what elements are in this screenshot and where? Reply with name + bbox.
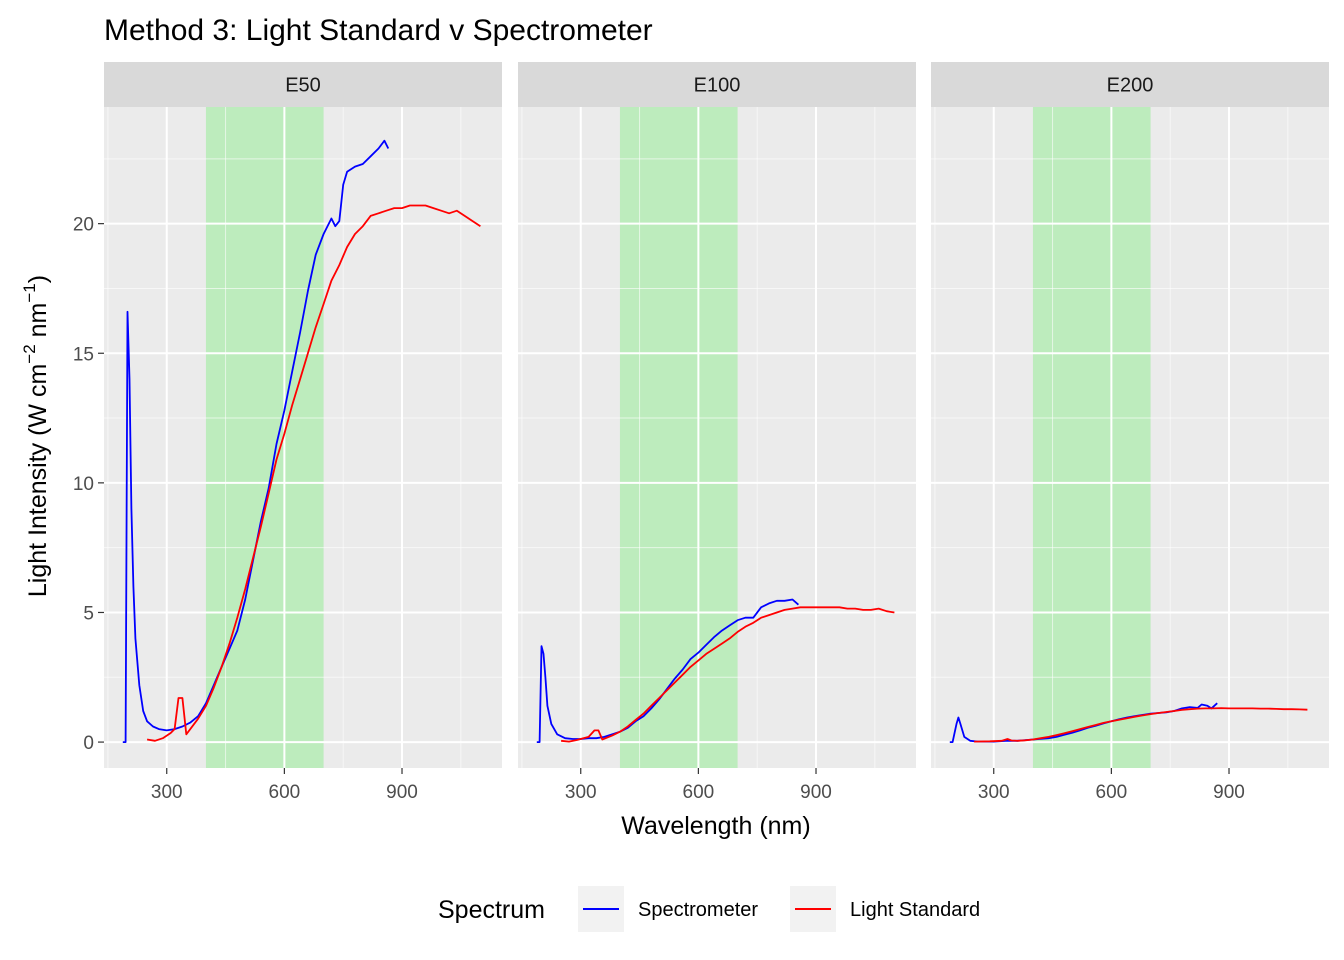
chart-title: Method 3: Light Standard v Spectrometer (104, 14, 653, 47)
facet-strip-label: E200 (1107, 75, 1154, 97)
legend-label-spectrometer: Spectrometer (638, 899, 758, 921)
facet-strip-label: E100 (694, 75, 741, 97)
y-tick-label: 15 (73, 344, 94, 365)
legend: Spectrum Spectrometer Light Standard (438, 886, 980, 932)
facet-strip (931, 62, 1329, 107)
panel-e50: E50 300 600 900 (104, 62, 502, 803)
series-line-light-standard (146, 204, 481, 742)
x-tick-label: 600 (1096, 782, 1128, 803)
x-tick-label: 300 (151, 782, 183, 803)
highlight-band (619, 107, 738, 768)
highlight-band (205, 107, 324, 768)
panel-e200: E200 300 600 900 (931, 62, 1329, 803)
facet-strip-label: E50 (285, 75, 321, 97)
y-axis: 0 5 10 15 20 (73, 215, 104, 754)
panel-e100: E100 300 600 900 (518, 62, 916, 803)
series-line-spectrometer (536, 598, 799, 743)
y-tick-label: 0 (83, 733, 94, 754)
facet-strip (518, 62, 916, 107)
y-axis-title: Light Intensity (W cm−2 nm−1) (20, 275, 52, 597)
highlight-band (1032, 107, 1151, 768)
series-line-light-standard (974, 707, 1308, 743)
x-tick-label: 900 (800, 782, 832, 803)
x-tick-label: 300 (978, 782, 1010, 803)
legend-label-light-standard: Light Standard (850, 899, 980, 921)
y-tick-label: 20 (73, 215, 94, 236)
facet-panels: E50 300 600 900 E100 300 600 900 E200 300 600 900 (104, 62, 1329, 803)
series-line-light-standard (561, 606, 895, 743)
x-tick-label: 900 (386, 782, 418, 803)
x-tick-label: 600 (683, 782, 715, 803)
series-line-spectrometer (122, 139, 390, 743)
x-tick-label: 300 (565, 782, 597, 803)
x-axis-title: Wavelength (nm) (621, 812, 810, 840)
legend-title: Spectrum (438, 896, 545, 924)
facet-strip (104, 62, 502, 107)
y-tick-label: 5 (83, 603, 94, 624)
x-tick-label: 600 (269, 782, 301, 803)
y-tick-label: 10 (73, 474, 94, 495)
x-tick-label: 900 (1213, 782, 1245, 803)
